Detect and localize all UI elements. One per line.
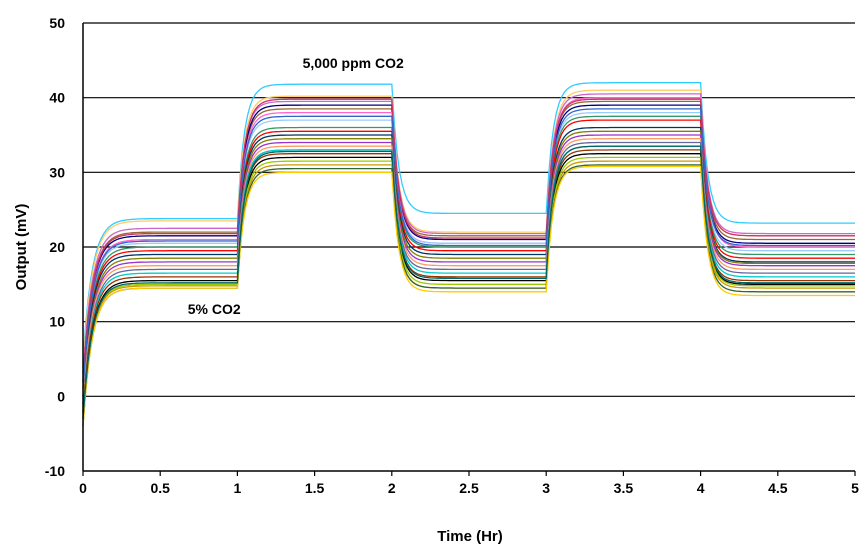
annotation-5000ppm: 5,000 ppm CO2: [303, 55, 404, 71]
series-line: [82, 98, 855, 382]
series-line: [82, 165, 855, 427]
series-line: [82, 100, 855, 382]
y-tick-label: 40: [49, 90, 65, 106]
series-line: [82, 93, 855, 374]
series-line: [82, 111, 855, 389]
x-tick-label: 1: [234, 480, 242, 496]
series-lines: [82, 82, 855, 427]
series-line: [82, 145, 855, 412]
y-axis-title: Output (mV): [13, 204, 30, 291]
series-line: [82, 104, 855, 382]
series-line: [82, 126, 855, 397]
x-tick-label: 0.5: [150, 480, 170, 496]
x-tick-label: 1.5: [305, 480, 325, 496]
series-line: [82, 145, 855, 419]
x-tick-label: 0: [79, 480, 87, 496]
series-line: [82, 149, 855, 412]
y-tick-label: 20: [49, 239, 65, 255]
x-axis-title: Time (Hr): [437, 528, 503, 545]
series-line: [82, 108, 855, 389]
y-tick-label: 30: [49, 164, 65, 180]
x-tick-label: 4.5: [768, 480, 788, 496]
annotation-5pct: 5% CO2: [188, 301, 241, 317]
series-line: [82, 115, 855, 397]
tick-labels: 0 0.5 1 1.5 2 2.5 3 3.5 4 4.5 5 -10 0 10 20 30 40 50: [45, 15, 859, 496]
x-tick-label: 5: [851, 480, 859, 496]
series-line: [82, 119, 855, 397]
series-line: [82, 82, 855, 360]
series-line: [82, 153, 855, 419]
series-line: [82, 160, 855, 419]
x-tick-label: 3.5: [614, 480, 634, 496]
x-tick-label: 2.5: [459, 480, 479, 496]
y-tick-label: 50: [49, 15, 65, 31]
series-line: [82, 130, 855, 404]
y-tick-label: -10: [45, 463, 65, 479]
series-line: [82, 134, 855, 404]
series-line: [82, 138, 855, 404]
x-tick-label: 4: [697, 480, 705, 496]
axes: [82, 23, 856, 476]
gridlines: [83, 22, 855, 397]
x-tick-label: 2: [388, 480, 396, 496]
y-tick-label: 0: [57, 388, 65, 404]
series-line: [82, 156, 855, 419]
y-tick-label: 10: [49, 314, 65, 330]
series-line: [82, 141, 855, 412]
x-tick-label: 3: [542, 480, 550, 496]
